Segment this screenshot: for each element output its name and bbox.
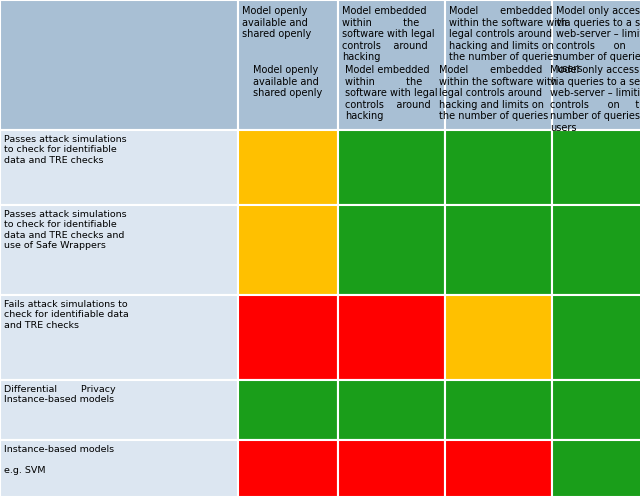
Bar <box>338 205 445 295</box>
Bar <box>238 295 338 380</box>
Bar <box>238 380 338 440</box>
Bar <box>552 380 640 440</box>
Bar <box>0 380 238 440</box>
Bar <box>238 0 338 130</box>
Bar <box>445 130 552 205</box>
Bar <box>552 440 640 497</box>
Bar <box>338 0 445 130</box>
Text: Model embedded
within          the
software with legal
controls    around
hackin: Model embedded within the software with … <box>342 6 435 63</box>
Text: Model       embedded
within the software with
legal controls around
hacking and : Model embedded within the software with … <box>449 6 567 63</box>
Text: Model only accessible
via queries to a secure
web-server – limiting
controls    : Model only accessible via queries to a s… <box>550 65 640 133</box>
Bar <box>445 440 552 497</box>
Bar <box>338 130 445 205</box>
Bar <box>0 205 238 295</box>
Bar <box>338 295 445 380</box>
Bar <box>552 130 640 205</box>
Text: Differential        Privacy
Instance-based models: Differential Privacy Instance-based mode… <box>4 385 116 405</box>
Bar <box>338 440 445 497</box>
Text: Model only accessible
via queries to a secure
web-server – limiting
controls    : Model only accessible via queries to a s… <box>556 6 640 74</box>
Bar <box>238 205 338 295</box>
Text: Fails attack simulations to
check for identifiable data
and TRE checks: Fails attack simulations to check for id… <box>4 300 129 330</box>
Bar <box>0 130 238 205</box>
Bar <box>552 295 640 380</box>
Text: Model embedded
within          the
software with legal
controls    around
hackin: Model embedded within the software with … <box>345 65 438 121</box>
Text: Model openly
available and
shared openly: Model openly available and shared openly <box>253 65 323 98</box>
Text: Instance-based models

e.g. SVM: Instance-based models e.g. SVM <box>4 445 114 475</box>
Bar <box>552 205 640 295</box>
Bar <box>0 440 238 497</box>
Bar <box>338 380 445 440</box>
Bar <box>445 380 552 440</box>
Bar <box>445 205 552 295</box>
Bar <box>238 130 338 205</box>
Bar <box>445 295 552 380</box>
Bar <box>0 295 238 380</box>
Text: Passes attack simulations
to check for identifiable
data and TRE checks: Passes attack simulations to check for i… <box>4 135 127 165</box>
Bar <box>552 0 640 130</box>
Bar <box>445 0 552 130</box>
Bar <box>238 440 338 497</box>
Bar <box>0 0 238 130</box>
Text: Passes attack simulations
to check for identifiable
data and TRE checks and
use : Passes attack simulations to check for i… <box>4 210 127 250</box>
Text: Model       embedded
within the software with
legal controls around
hacking and : Model embedded within the software with … <box>440 65 557 121</box>
Text: Model openly
available and
shared openly: Model openly available and shared openly <box>242 6 311 39</box>
